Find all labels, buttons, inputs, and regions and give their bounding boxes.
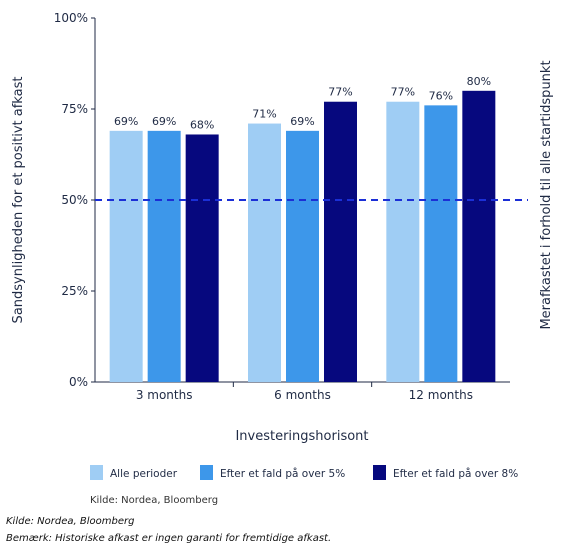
x-category-label: 6 months (274, 388, 331, 402)
plot-area: 0% 25% 50% 75% 100% 69% 69% 68% 3 months 71% 69% 77… (11, 11, 554, 506)
legend-label: Efter et fald på over 8% (393, 467, 518, 480)
y-tick-label: 100% (54, 11, 88, 25)
data-label: 76% (429, 89, 453, 102)
bar (147, 130, 181, 382)
bar (424, 105, 458, 383)
bar (386, 101, 420, 382)
x-category-label: 3 months (136, 388, 193, 402)
y-axis-title-right: Merafkastet i forhold til alle startidsp… (539, 60, 554, 329)
data-label: 80% (467, 75, 491, 88)
bar (286, 130, 319, 382)
bar (185, 134, 219, 382)
data-label: 68% (190, 118, 214, 131)
x-axis-title: Investeringshorisont (235, 429, 368, 444)
y-axis-title: Sandsynligheden for et positivt afkast (11, 77, 26, 324)
legend-swatch (200, 465, 213, 480)
footnote-source: Kilde: Nordea, Bloomberg (6, 516, 135, 527)
bar (324, 101, 357, 382)
y-tick-label: 75% (61, 102, 88, 116)
bar (248, 123, 281, 382)
x-category-label: 12 months (409, 388, 473, 402)
bar-chart: 0% 25% 50% 75% 100% 69% 69% 68% 3 months 71% 69% 77… (11, 11, 554, 506)
y-tick-label: 0% (69, 375, 88, 389)
legend-label: Efter et fald på over 5% (220, 467, 345, 480)
bar (462, 90, 496, 383)
data-label: 69% (152, 115, 176, 128)
data-label: 77% (328, 86, 352, 99)
footnote-disclaimer: Bemærk: Historiske afkast er ingen garan… (6, 533, 332, 544)
data-label: 71% (252, 108, 276, 121)
chart-source: Kilde: Nordea, Bloomberg (90, 495, 218, 506)
y-tick-label: 50% (61, 193, 88, 207)
y-tick-label: 25% (61, 284, 88, 298)
legend-label: Alle perioder (110, 468, 178, 480)
data-label: 77% (391, 86, 415, 99)
legend-swatch (373, 465, 386, 480)
legend-swatch (90, 465, 103, 480)
data-label: 69% (290, 115, 314, 128)
bar (109, 130, 143, 382)
data-label: 69% (114, 115, 138, 128)
